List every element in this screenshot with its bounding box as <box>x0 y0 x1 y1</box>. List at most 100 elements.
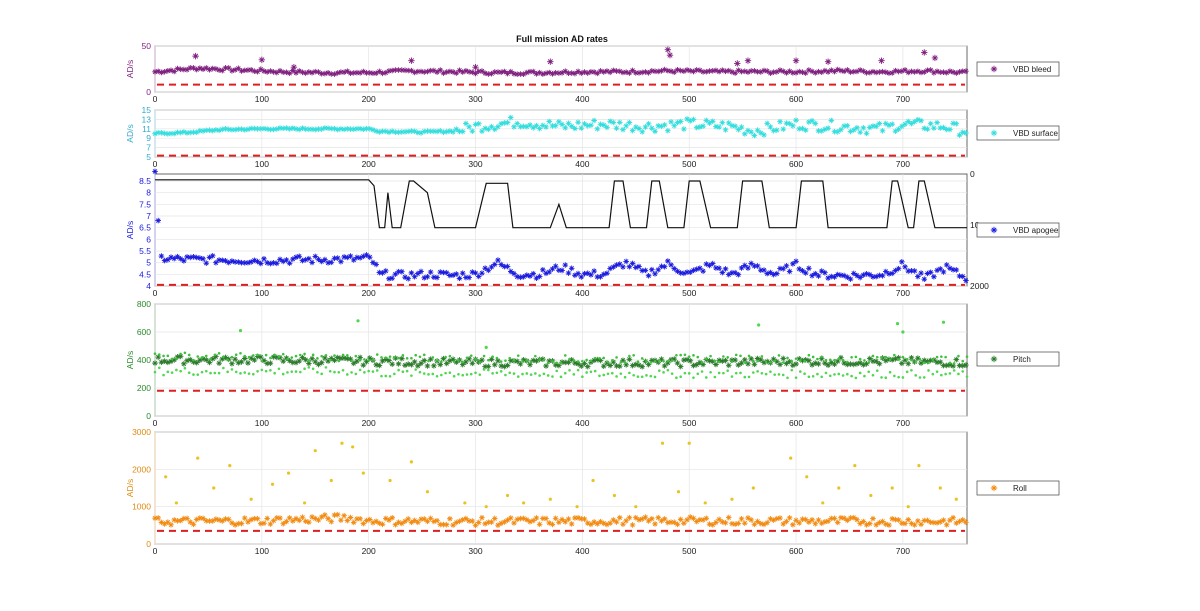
data-point <box>517 274 524 281</box>
data-point <box>354 372 358 376</box>
data-point <box>597 273 604 280</box>
data-point <box>761 67 767 74</box>
data-point <box>709 522 716 528</box>
data-point <box>421 69 428 75</box>
data-point <box>495 257 501 263</box>
data-point <box>350 360 357 367</box>
data-point <box>312 253 319 260</box>
data-point <box>748 260 754 267</box>
data-point <box>261 125 267 132</box>
data-point <box>719 67 726 73</box>
data-point <box>415 270 421 277</box>
data-point <box>450 272 456 278</box>
data-point <box>677 67 684 74</box>
data-point <box>183 366 187 370</box>
data-point <box>834 271 841 278</box>
data-point <box>551 360 554 363</box>
data-point <box>655 514 662 521</box>
data-point <box>238 520 245 527</box>
data-point <box>886 271 892 277</box>
data-point <box>735 362 742 368</box>
data-point <box>940 362 947 369</box>
data-point <box>155 68 162 75</box>
data-point <box>668 262 674 268</box>
data-point <box>203 357 210 363</box>
outlier-point <box>356 319 360 323</box>
data-point <box>261 520 267 527</box>
data-point <box>793 69 799 76</box>
data-point <box>594 126 601 132</box>
data-point <box>947 517 953 523</box>
legend-box <box>976 480 1060 496</box>
data-point <box>536 521 543 528</box>
data-point <box>591 519 597 525</box>
data-point <box>181 66 187 73</box>
data-point <box>870 68 876 75</box>
x-tick-label: 0 <box>153 418 158 428</box>
data-point <box>443 269 450 276</box>
x-tick-label: 700 <box>896 418 910 428</box>
data-point <box>431 128 437 135</box>
y-tick-label: 9 <box>146 133 151 143</box>
data-point <box>190 359 197 365</box>
data-point <box>927 357 934 364</box>
data-point <box>225 259 232 266</box>
data-point <box>469 128 476 134</box>
data-point <box>386 68 392 74</box>
data-point <box>338 258 344 265</box>
data-point <box>354 69 360 76</box>
data-point <box>427 128 434 135</box>
data-point <box>639 129 645 135</box>
data-point <box>206 518 213 524</box>
data-point <box>671 69 678 76</box>
data-point <box>841 515 847 521</box>
data-point <box>251 68 258 75</box>
data-point <box>629 67 636 74</box>
data-point <box>918 117 924 124</box>
data-point <box>200 66 206 72</box>
data-point <box>668 356 674 363</box>
data-point <box>347 253 354 259</box>
data-point <box>760 355 764 358</box>
data-point <box>257 260 264 267</box>
data-point <box>860 518 867 525</box>
data-point <box>546 361 550 365</box>
data-point <box>232 522 238 528</box>
data-point <box>399 355 405 362</box>
data-point <box>584 520 591 526</box>
data-point <box>786 68 793 74</box>
data-point <box>379 128 386 135</box>
data-point <box>713 359 717 363</box>
data-point <box>886 70 892 76</box>
data-point <box>687 269 694 276</box>
data-point <box>670 359 674 362</box>
data-point <box>562 519 569 525</box>
data-point <box>363 371 366 374</box>
data-point <box>504 70 511 77</box>
data-point <box>491 126 498 133</box>
data-point <box>757 130 764 136</box>
data-point <box>661 122 668 128</box>
data-point <box>831 361 838 367</box>
data-point <box>671 356 678 362</box>
data-point <box>834 358 841 365</box>
data-point <box>174 354 181 360</box>
data-point <box>418 370 422 374</box>
data-point <box>358 358 362 362</box>
data-point <box>543 70 549 77</box>
outlier-point <box>730 497 734 501</box>
data-point <box>354 358 360 364</box>
data-point <box>597 357 604 364</box>
data-point <box>908 120 915 127</box>
data-point <box>386 275 392 282</box>
data-point <box>816 357 819 361</box>
data-point <box>281 372 285 376</box>
data-point <box>783 360 790 367</box>
data-point <box>399 520 405 527</box>
data-point <box>610 359 617 365</box>
data-point <box>931 372 935 376</box>
legend-box <box>976 61 1060 77</box>
data-point <box>597 121 604 128</box>
data-point <box>488 70 495 77</box>
data-point <box>366 125 373 132</box>
